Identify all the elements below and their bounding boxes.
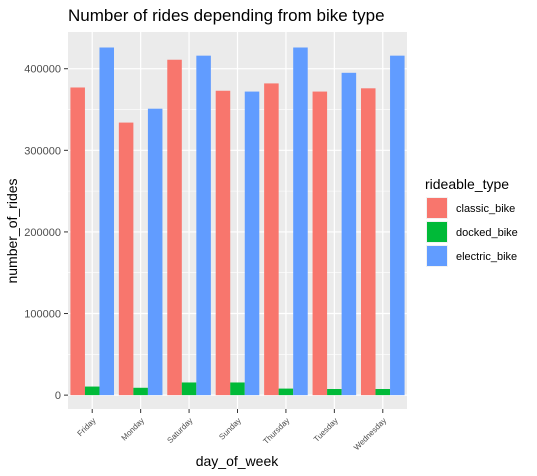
y-tick-label: 400000 bbox=[24, 64, 61, 76]
x-axis-ticks: Friday Monday Saturday Sunday Thursday Tuesda… bbox=[76, 409, 388, 452]
legend-label-electric_bike: electric_bike bbox=[456, 251, 517, 263]
bar-classic_bike-thursday bbox=[264, 83, 279, 396]
bar-classic_bike-sunday bbox=[215, 90, 231, 396]
bar-docked_bike-monday bbox=[133, 387, 148, 396]
bar-classic_bike-wednesday bbox=[360, 88, 376, 396]
bar-electric_bike-friday bbox=[99, 47, 115, 396]
bar-classic_bike-friday bbox=[70, 87, 85, 396]
bar-docked_bike-sunday bbox=[230, 382, 245, 396]
y-tick-label: 200000 bbox=[24, 227, 61, 239]
chart-title: Number of rides depending from bike type bbox=[68, 6, 385, 25]
legend-swatch-docked_bike bbox=[427, 222, 447, 242]
bar-docked_bike-wednesday bbox=[375, 389, 391, 396]
y-tick-label: 300000 bbox=[24, 145, 61, 157]
bar-docked_bike-friday bbox=[84, 386, 100, 396]
x-tick-label: Tuesday bbox=[312, 416, 340, 444]
bar-docked_bike-saturday bbox=[181, 382, 197, 396]
y-tick-label: 100000 bbox=[24, 309, 61, 321]
y-axis-title: number_of_rides bbox=[4, 178, 20, 283]
bar-electric_bike-monday bbox=[147, 108, 163, 396]
x-tick-label: Wednesday bbox=[352, 416, 388, 452]
bar-electric_bike-wednesday bbox=[390, 55, 405, 396]
legend-title: rideable_type bbox=[425, 176, 509, 192]
x-axis-title: day_of_week bbox=[196, 453, 280, 469]
legend-swatch-classic_bike bbox=[427, 198, 447, 218]
x-tick-label: Sunday bbox=[217, 416, 243, 442]
x-tick-label: Friday bbox=[76, 416, 98, 438]
bar-docked_bike-thursday bbox=[278, 388, 294, 396]
bar-electric_bike-tuesday bbox=[341, 72, 357, 396]
bar-classic_bike-tuesday bbox=[312, 91, 328, 396]
bar-classic_bike-saturday bbox=[167, 59, 182, 396]
x-tick-label: Saturday bbox=[165, 416, 194, 445]
bar-electric_bike-sunday bbox=[244, 91, 260, 396]
legend-label-classic_bike: classic_bike bbox=[456, 203, 515, 215]
bar-classic_bike-monday bbox=[118, 122, 134, 396]
bar-electric_bike-thursday bbox=[293, 47, 308, 396]
legend-label-docked_bike: docked_bike bbox=[456, 227, 518, 239]
bars bbox=[70, 47, 405, 396]
bar-electric_bike-saturday bbox=[196, 55, 211, 396]
bar-docked_bike-tuesday bbox=[327, 389, 342, 396]
x-tick-label: Monday bbox=[120, 416, 146, 442]
legend-swatch-electric_bike bbox=[427, 246, 447, 266]
x-tick-label: Thursday bbox=[261, 416, 291, 446]
y-tick-label: 0 bbox=[55, 390, 61, 402]
legend: rideable_type classic_bike docked_bikeele… bbox=[425, 176, 518, 267]
y-axis-ticks: 0 100000 200000 300000 400000 bbox=[24, 64, 68, 402]
